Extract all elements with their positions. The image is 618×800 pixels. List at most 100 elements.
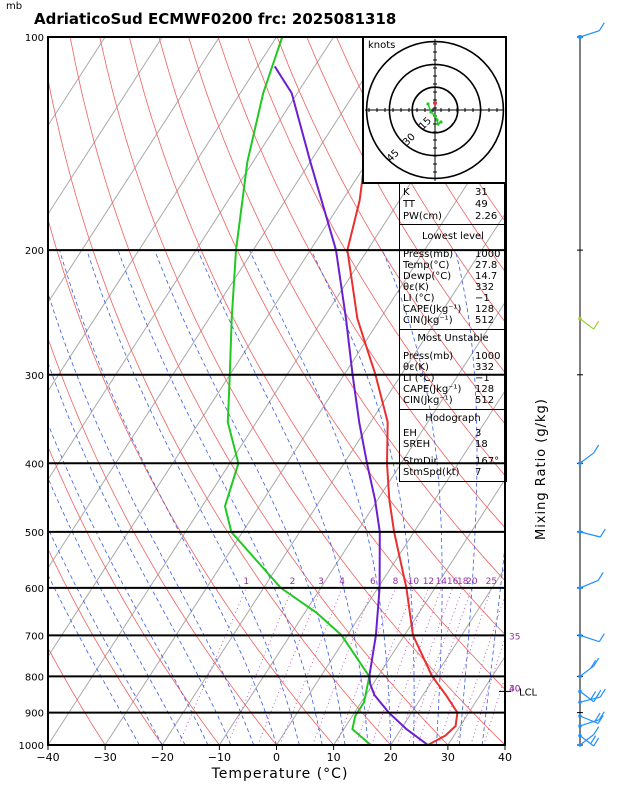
mixing-ratio-label: 8 — [393, 577, 399, 587]
dry-adiabat-line — [188, 37, 505, 582]
mixing-ratio-line — [438, 587, 492, 745]
moist-adiabat-line — [48, 477, 186, 745]
dry-adiabat-line — [276, 37, 505, 425]
mixing-ratio-line — [355, 587, 414, 745]
wind-barb-flag — [593, 737, 600, 747]
hodograph-point — [429, 110, 433, 114]
dry-adiabat-line — [48, 76, 392, 745]
wind-barb-flag — [590, 660, 597, 669]
mixing-ratio-axis-label: Mixing Ratio (g/kg) — [534, 398, 549, 540]
y-tick-label: 400 — [25, 459, 44, 470]
mixing-ratio-label: 30 — [509, 685, 521, 695]
plot-area — [48, 37, 618, 745]
mixing-ratio-label: 14 — [436, 577, 448, 587]
moist-adiabat-line — [59, 249, 277, 745]
hodograph-point — [439, 120, 443, 124]
dry-adiabat-line — [69, 37, 449, 745]
dry-adiabat-line — [48, 445, 220, 745]
y-tick-label: 1000 — [19, 741, 44, 752]
hodograph-point — [436, 122, 440, 126]
section-divider — [399, 409, 507, 410]
x-tick-label: 40 — [498, 751, 512, 764]
mixing-ratio-line — [257, 587, 322, 745]
wind-barb-shaft — [579, 634, 600, 643]
wind-barb-shaft — [579, 719, 600, 727]
hodograph-point — [433, 114, 437, 118]
profile-line — [346, 37, 459, 745]
moist-adiabat-line — [481, 542, 505, 745]
wind-barb-shaft — [579, 531, 601, 538]
wind-barb-flag — [593, 726, 600, 735]
moist-adiabat-line — [154, 249, 346, 745]
dry-adiabat-line — [544, 37, 618, 745]
wind-barb-flag — [598, 22, 605, 31]
lowest-cin-row: CIN(Jkg⁻¹) 512 — [403, 315, 495, 326]
x-axis-label: Temperature (°C) — [211, 766, 349, 782]
hodo-stmspd-row: StmSpd(kt) 7 — [403, 467, 482, 478]
plot-frame — [47, 36, 506, 746]
x-tick-label: 30 — [441, 751, 455, 764]
isotherm-line — [48, 37, 220, 304]
wind-barb-shaft — [579, 579, 599, 589]
y-tick-label: 700 — [25, 631, 44, 642]
isotherm-line — [218, 301, 505, 745]
dry-adiabat-line — [336, 37, 505, 323]
lowest-dewp-row: Dewp(°C) 14.7 — [403, 271, 498, 282]
isotherm-line — [48, 37, 163, 215]
y-tick-label: 200 — [25, 246, 44, 257]
x-tick-label: 20 — [384, 751, 398, 764]
x-tick-label: −20 — [151, 751, 174, 764]
index-row-k: K 31 — [403, 187, 488, 198]
mixing-ratio-line — [396, 587, 453, 745]
wind-top-marker — [578, 35, 582, 39]
mixing-ratio-label: 10 — [408, 577, 420, 587]
isotherm-line — [48, 37, 277, 392]
lowest-level-header: Lowest level — [422, 231, 484, 242]
isotherm-line — [48, 37, 335, 481]
wind-barb-shaft — [579, 452, 595, 464]
most-unstable-header: Most Unstable — [417, 333, 489, 344]
dry-adiabat-line — [247, 37, 505, 477]
hodo-sreh-row: SREH 18 — [403, 439, 488, 450]
hodograph-indices-header: Hodograph — [425, 413, 481, 424]
profile-line — [223, 37, 372, 745]
y-tick-label: 900 — [25, 709, 44, 720]
hodo-eh-row: EH 3 — [403, 428, 482, 439]
dry-adiabat-line — [48, 337, 277, 745]
mixing-ratio-label: 40 — [509, 685, 521, 695]
dry-adiabat-line — [514, 37, 618, 745]
wind-barb-flag — [597, 715, 604, 724]
wind-barb-flag — [599, 528, 606, 538]
mixing-ratio-label: 35 — [509, 632, 520, 642]
mu-li-row: LI (°C) −1 — [403, 373, 490, 384]
mu-cin-row: CIN(Jkg⁻¹) 512 — [403, 395, 495, 406]
mixing-ratio-label: 6 — [370, 577, 376, 587]
index-row-pw: PW(cm) 2.26 — [403, 211, 498, 222]
mixing-ratio-label: 4 — [339, 577, 345, 587]
lowest-cape-row: CAPE(Jkg⁻¹) 128 — [403, 304, 495, 315]
isotherm-line — [161, 213, 505, 745]
mixing-ratio-label: 16 — [447, 577, 459, 587]
mu-press-row: Press(mb) 1000 — [403, 351, 501, 362]
dry-adiabat-line — [48, 647, 106, 745]
y-tick-label: 500 — [25, 528, 44, 539]
x-tick-label: 10 — [327, 751, 341, 764]
mixing-ratio-label: 1 — [243, 577, 249, 587]
hodograph-point — [426, 102, 430, 106]
lowest-press-row: Press(mb) 1000 — [403, 249, 501, 260]
pressure-unit-label: mb — [6, 1, 23, 12]
wind-barb-shaft — [579, 715, 599, 725]
mu-cape-row: CAPE(Jkg⁻¹) 128 — [403, 384, 495, 395]
wind-barb-flag — [593, 693, 600, 703]
mixing-ratio-label: 20 — [466, 577, 478, 587]
lowest-temp-row: Temp(°C) 27.8 — [403, 260, 498, 271]
y-tick-label: 300 — [25, 371, 44, 382]
hodograph-unit-label: knots — [368, 40, 395, 51]
isotherm-line — [48, 37, 106, 127]
dry-adiabat-line — [48, 548, 163, 745]
mixing-ratio-line — [470, 636, 505, 745]
mixing-ratio-line — [227, 587, 293, 745]
chart-title: AdriaticoSud ECMWF0200 frc: 2025081318 — [34, 10, 397, 28]
